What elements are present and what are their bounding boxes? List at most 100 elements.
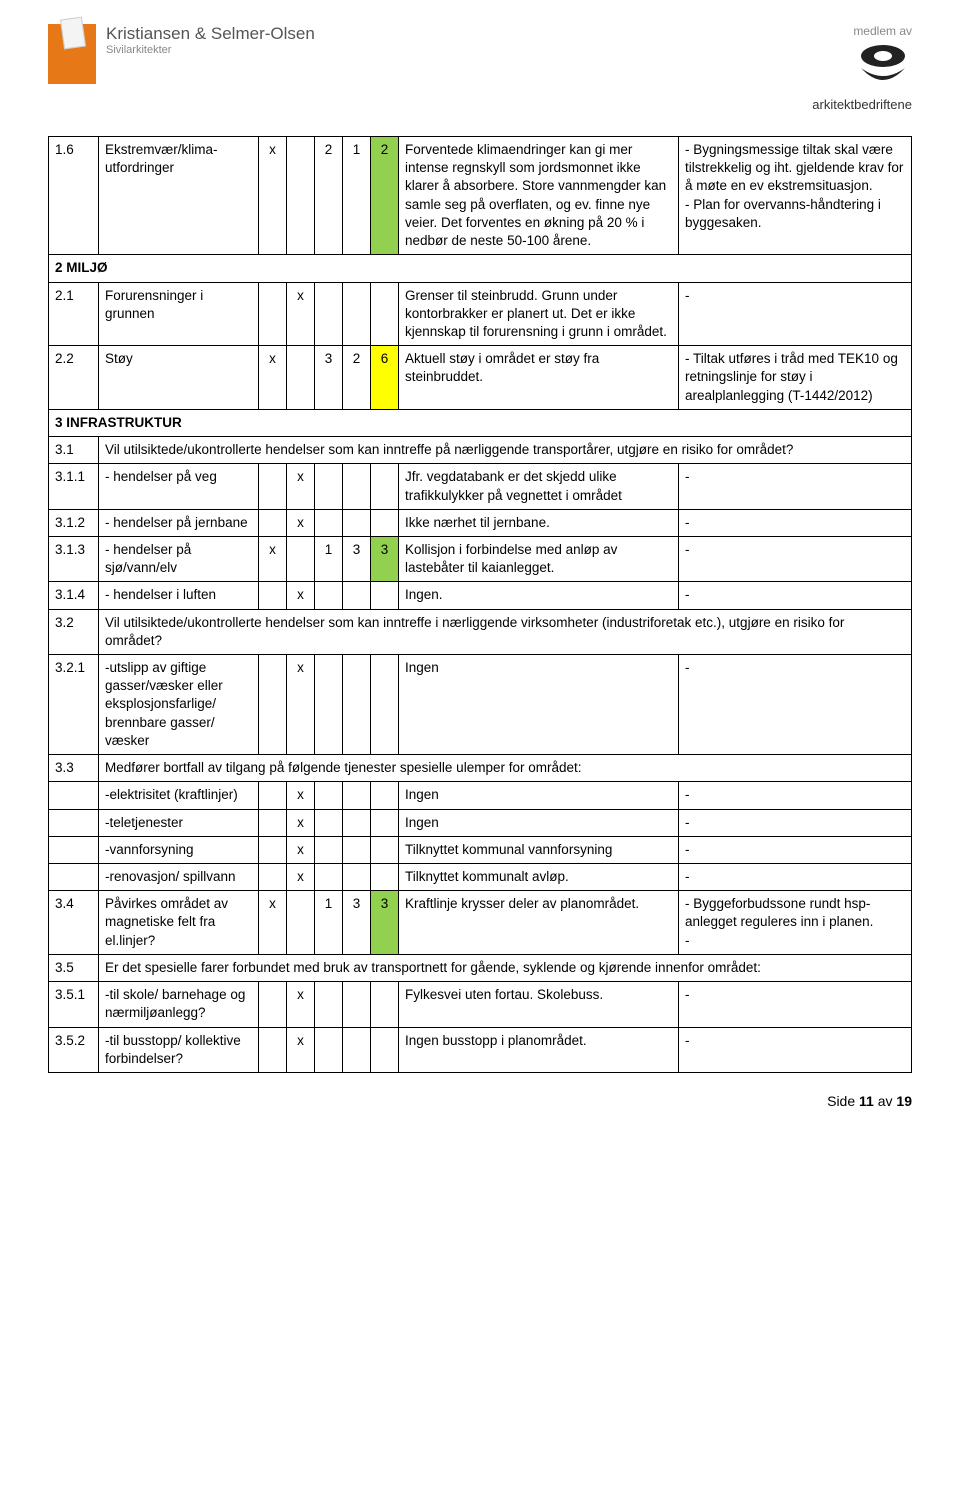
idx: 3.1 xyxy=(49,437,99,464)
desc: Kollisjon i forbindelse med anløp av las… xyxy=(399,536,679,581)
page-current: 11 xyxy=(859,1093,874,1109)
col-x1 xyxy=(259,509,287,536)
col-n1 xyxy=(315,982,343,1027)
question: Medfører bortfall av tilgang på følgende… xyxy=(99,755,912,782)
col-n2 xyxy=(343,809,371,836)
col-n1: 3 xyxy=(315,346,343,410)
col-n1 xyxy=(315,464,343,509)
member-logo-icon xyxy=(854,44,912,93)
col-n1: 1 xyxy=(315,891,343,955)
tiltak: - Byggeforbudssone rundt hsp-anlegget re… xyxy=(679,891,912,955)
desc: Jfr. vegdatabank er det skjedd ulike tra… xyxy=(399,464,679,509)
row-3-1-1: 3.1.1 - hendelser på veg x Jfr. vegdatab… xyxy=(49,464,912,509)
col-n3 xyxy=(371,509,399,536)
col-n3: 3 xyxy=(371,536,399,581)
desc: Ingen xyxy=(399,809,679,836)
col-x2: x xyxy=(287,809,315,836)
page-of-label: av xyxy=(878,1093,893,1109)
col-n3: 2 xyxy=(371,137,399,255)
section-3: 3 INFRASTRUKTUR xyxy=(49,409,912,436)
col-n2: 1 xyxy=(343,137,371,255)
col-x2: x xyxy=(287,509,315,536)
tiltak: - xyxy=(679,582,912,609)
col-n2: 2 xyxy=(343,346,371,410)
col-x2: x xyxy=(287,655,315,755)
col-n3 xyxy=(371,582,399,609)
item: - hendelser på sjø/vann/elv xyxy=(99,536,259,581)
row-2-2: 2.2 Støy x 3 2 6 Aktuell støy i området … xyxy=(49,346,912,410)
row-3-3d: -renovasjon/ spillvann x Tilknyttet komm… xyxy=(49,864,912,891)
col-n1: 1 xyxy=(315,536,343,581)
page-label: Side xyxy=(827,1093,855,1109)
col-n1 xyxy=(315,509,343,536)
row-3-5-2: 3.5.2 -til busstopp/ kollektive forbinde… xyxy=(49,1027,912,1072)
col-n1 xyxy=(315,282,343,346)
col-x1: x xyxy=(259,536,287,581)
col-n2 xyxy=(343,782,371,809)
col-x1 xyxy=(259,836,287,863)
col-n1 xyxy=(315,655,343,755)
tiltak: - xyxy=(679,1027,912,1072)
col-x2: x xyxy=(287,982,315,1027)
tiltak: - xyxy=(679,809,912,836)
col-n2 xyxy=(343,836,371,863)
idx: 3.1.2 xyxy=(49,509,99,536)
idx: 3.3 xyxy=(49,755,99,782)
page: Kristiansen & Selmer-Olsen Sivilarkitekt… xyxy=(0,0,960,1149)
col-x1 xyxy=(259,1027,287,1072)
col-n3 xyxy=(371,1027,399,1072)
row-3-3c: -vannforsyning x Tilknyttet kommunal van… xyxy=(49,836,912,863)
idx: 3.1.1 xyxy=(49,464,99,509)
col-x1: x xyxy=(259,346,287,410)
col-x1 xyxy=(259,782,287,809)
row-2-1: 2.1 Forurensninger i grunnen x Grenser t… xyxy=(49,282,912,346)
idx: 3.2.1 xyxy=(49,655,99,755)
col-n1 xyxy=(315,1027,343,1072)
tiltak: - Bygningsmessige tiltak skal være tilst… xyxy=(679,137,912,255)
col-x1: x xyxy=(259,137,287,255)
desc: Ikke nærhet til jernbane. xyxy=(399,509,679,536)
desc: Ingen. xyxy=(399,582,679,609)
brand-name: Kristiansen & Selmer-Olsen xyxy=(106,24,315,44)
brand-text: Kristiansen & Selmer-Olsen Sivilarkitekt… xyxy=(106,24,315,56)
row-3-3b: -teletjenester x Ingen - xyxy=(49,809,912,836)
tiltak: - xyxy=(679,655,912,755)
col-x1 xyxy=(259,582,287,609)
item: -renovasjon/ spillvann xyxy=(99,864,259,891)
idx: 3.2 xyxy=(49,609,99,654)
col-n2 xyxy=(343,464,371,509)
idx: 3.1.4 xyxy=(49,582,99,609)
row-3-2-1: 3.2.1 -utslipp av giftige gasser/væsker … xyxy=(49,655,912,755)
row-3-1-2: 3.1.2 - hendelser på jernbane x Ikke nær… xyxy=(49,509,912,536)
section-2: 2 MILJØ xyxy=(49,255,912,282)
col-n1: 2 xyxy=(315,137,343,255)
col-n3 xyxy=(371,782,399,809)
col-n2 xyxy=(343,655,371,755)
col-n3 xyxy=(371,655,399,755)
brand-subtitle: Sivilarkitekter xyxy=(106,44,315,56)
col-x1 xyxy=(259,864,287,891)
col-x2 xyxy=(287,536,315,581)
col-n2 xyxy=(343,282,371,346)
col-n2 xyxy=(343,582,371,609)
col-x2: x xyxy=(287,582,315,609)
idx: 3.5.2 xyxy=(49,1027,99,1072)
col-n2: 3 xyxy=(343,536,371,581)
col-x2 xyxy=(287,346,315,410)
section-label: 2 MILJØ xyxy=(49,255,912,282)
member-title: arkitektbedriftene xyxy=(812,97,912,112)
item: -til busstopp/ kollektive forbindelser? xyxy=(99,1027,259,1072)
desc: Ingen busstopp i planområdet. xyxy=(399,1027,679,1072)
idx: 2.2 xyxy=(49,346,99,410)
col-x2: x xyxy=(287,1027,315,1072)
idx: 3.4 xyxy=(49,891,99,955)
row-1-6: 1.6 Ekstremvær/klima-utfordringer x 2 1 … xyxy=(49,137,912,255)
item: Støy xyxy=(99,346,259,410)
page-header: Kristiansen & Selmer-Olsen Sivilarkitekt… xyxy=(48,24,912,112)
col-n3 xyxy=(371,809,399,836)
col-n3 xyxy=(371,864,399,891)
col-n2 xyxy=(343,864,371,891)
question: Er det spesielle farer forbundet med bru… xyxy=(99,954,912,981)
idx xyxy=(49,836,99,863)
idx: 3.5.1 xyxy=(49,982,99,1027)
